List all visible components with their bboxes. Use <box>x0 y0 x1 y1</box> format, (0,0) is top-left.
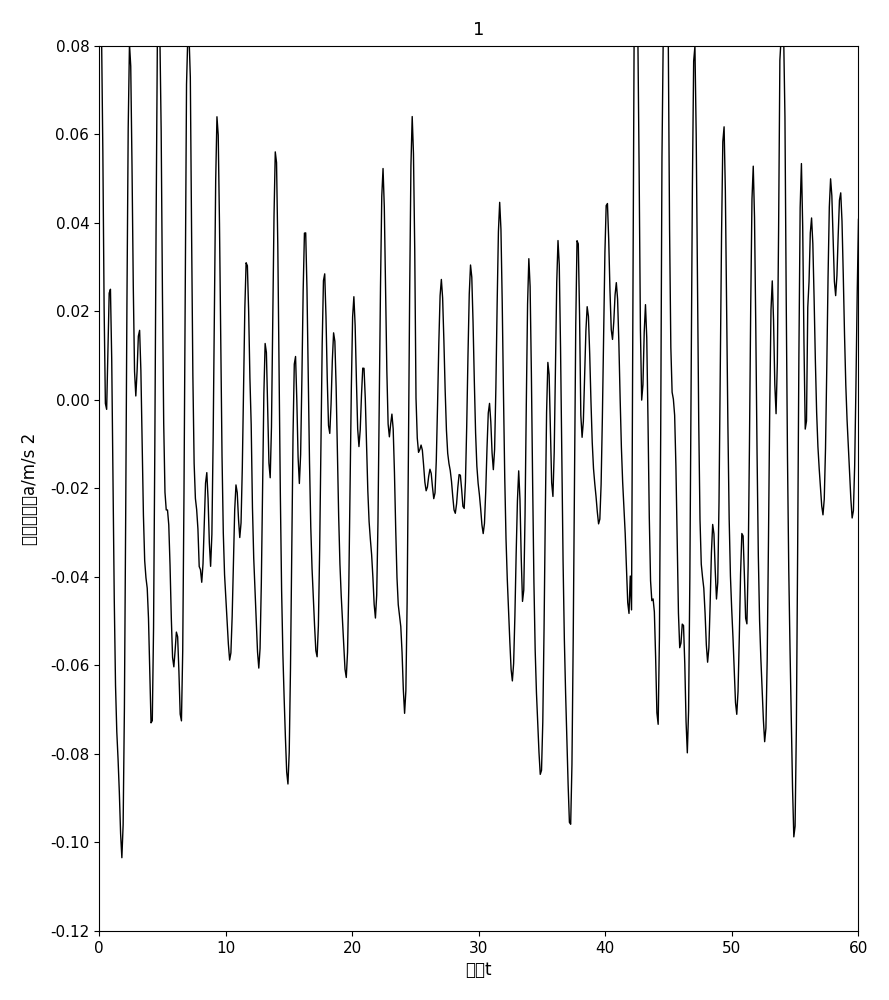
Title: 1: 1 <box>473 21 485 39</box>
X-axis label: 时间t: 时间t <box>466 961 492 979</box>
Y-axis label: 振动加速度a/m/s 2: 振动加速度a/m/s 2 <box>20 432 39 545</box>
